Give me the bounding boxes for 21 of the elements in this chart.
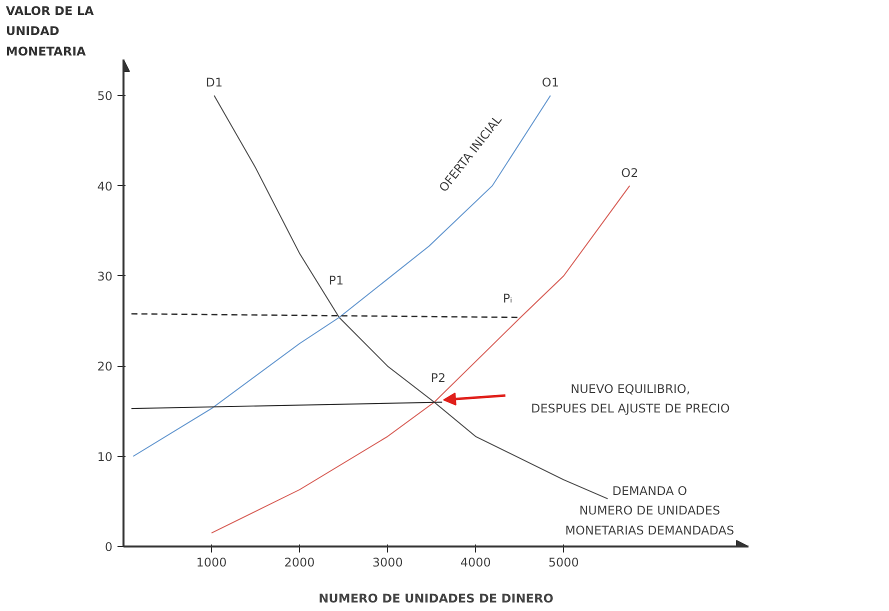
y-axis-title: VALOR DE LA UNIDAD MONETARIA [6, 4, 94, 58]
x-axis-title: NUMERO DE UNIDADES DE DINERO [318, 592, 554, 606]
y-tick-label: 20 [97, 360, 113, 374]
series-label: D1 [206, 76, 223, 90]
annotation: DEMANDA O NUMERO DE UNIDADES MONETARIAS DEMANDADAS [565, 484, 734, 538]
y-tick-label: 40 [97, 179, 113, 194]
annotation: NUEVO EQUILIBRIO, DESPUES DEL AJUSTE DE PRECIO [530, 382, 730, 416]
y-tick-label: 50 [97, 89, 113, 104]
x-tick-label: 5000 [548, 556, 579, 570]
y-tick-label: 10 [97, 450, 113, 464]
x-tick-label: 2000 [284, 556, 315, 570]
y-tick-label: 0 [104, 540, 113, 554]
series-label: O2 [621, 166, 638, 180]
y-tick-label: 30 [97, 269, 113, 284]
series-label: O1 [542, 76, 559, 90]
annotation: P1 [328, 273, 344, 288]
x-tick-label: 1000 [196, 556, 227, 570]
x-tick-label: 3000 [372, 556, 403, 570]
x-tick-label: 4000 [460, 556, 491, 570]
annotation: Pᵢ [502, 291, 512, 306]
annotation: P2 [430, 371, 446, 386]
